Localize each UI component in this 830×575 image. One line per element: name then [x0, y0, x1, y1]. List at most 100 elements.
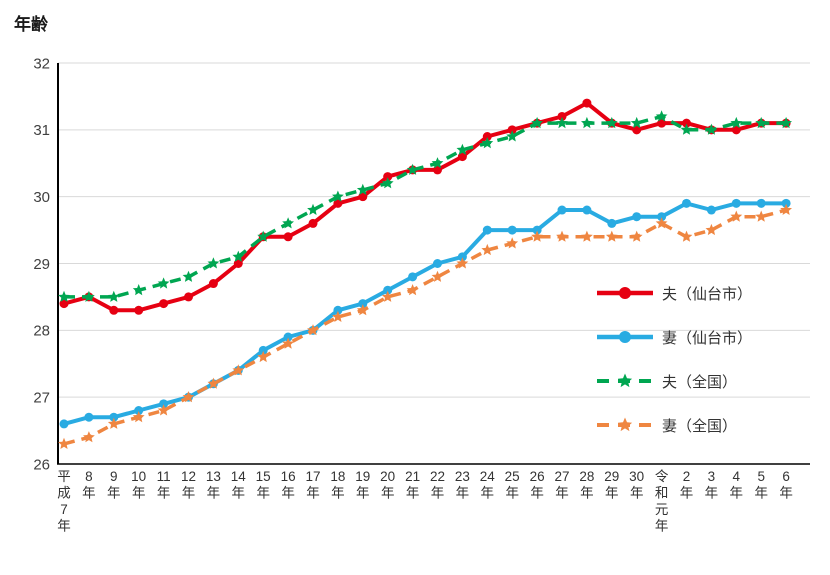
data-point-wife-national	[531, 230, 543, 242]
data-point-wife-national	[406, 284, 419, 296]
data-point-wife-national	[780, 203, 792, 215]
legend-swatch-husband-national-icon	[597, 373, 653, 388]
x-tick-label: 28 年	[579, 469, 594, 501]
data-point-wife-sendai	[781, 198, 791, 208]
y-tick-label: 28	[33, 323, 50, 340]
y-tick-label: 30	[33, 189, 50, 206]
x-tick-label: 23 年	[455, 469, 470, 501]
data-point-husband-national	[157, 277, 170, 289]
data-point-wife-national	[680, 230, 693, 242]
data-point-husband-sendai	[632, 125, 642, 135]
data-point-wife-sendai	[408, 272, 418, 282]
y-tick-label: 27	[33, 389, 50, 406]
x-tick-label: 10 年	[131, 469, 146, 501]
data-point-wife-sendai	[682, 198, 691, 208]
data-point-wife-sendai	[482, 225, 492, 235]
legend-swatch-husband-sendai-icon	[597, 287, 653, 299]
data-point-husband-national	[655, 110, 668, 122]
data-point-husband-sendai	[383, 172, 393, 182]
data-point-husband-sendai	[657, 118, 667, 128]
data-point-husband-sendai	[682, 118, 691, 128]
data-point-wife-sendai	[433, 259, 442, 268]
x-tick-label: 18 年	[330, 469, 345, 501]
data-point-wife-national	[630, 230, 643, 242]
data-point-husband-sendai	[333, 198, 343, 208]
data-point-husband-sendai	[308, 218, 318, 228]
data-point-wife-sendai	[607, 218, 617, 228]
data-point-husband-sendai	[233, 259, 243, 268]
series-line-wife-national	[63, 208, 787, 446]
data-point-wife-sendai	[657, 212, 667, 222]
legend-item-wife-sendai: 妻（仙台市）	[596, 323, 752, 351]
data-point-husband-national	[182, 270, 195, 282]
data-point-wife-sendai	[706, 205, 716, 215]
data-point-husband-national	[680, 123, 693, 135]
data-point-husband-national	[332, 190, 344, 202]
x-tick-label: 15 年	[256, 469, 271, 501]
x-axis-labels: 平成 7 年 8 年 9 年 10 年 11 年 12 年 13 年 14 年 15 年 16 年 17 年 18 年 19 年 20…	[57, 469, 793, 534]
x-tick-label: 30 年	[629, 469, 644, 501]
data-point-husband-national	[307, 203, 319, 215]
data-point-wife-national	[182, 391, 195, 403]
data-point-husband-national	[282, 217, 294, 229]
x-tick-label: 12 年	[181, 469, 196, 501]
x-tick-label: 14 年	[231, 469, 247, 501]
legend-label: 夫（全国）	[662, 373, 738, 391]
data-point-wife-national	[481, 243, 494, 256]
data-point-wife-sendai	[582, 205, 592, 215]
x-tick-label: 16 年	[281, 469, 296, 501]
data-point-wife-sendai	[457, 252, 467, 262]
data-point-husband-national	[132, 284, 145, 296]
legend-item-wife-national: 妻（全国）	[596, 411, 752, 439]
data-point-husband-sendai	[59, 299, 69, 309]
chart-title: 年齢	[14, 15, 48, 34]
data-point-wife-national	[107, 417, 120, 429]
data-point-husband-sendai	[557, 111, 567, 121]
x-tick-label: 21 年	[405, 469, 420, 501]
data-point-wife-sendai	[756, 198, 766, 208]
data-point-wife-national	[332, 310, 344, 322]
data-point-husband-national	[755, 116, 768, 129]
data-point-husband-national	[705, 123, 718, 135]
x-tick-label: 27 年	[554, 469, 569, 501]
data-point-wife-sendai	[134, 406, 144, 416]
legend: 夫（仙台市） 妻（仙台市） 夫（全国） 妻（全国）	[596, 279, 752, 439]
data-point-wife-sendai	[557, 205, 567, 215]
data-point-wife-national	[431, 270, 444, 282]
data-point-husband-national	[107, 290, 120, 302]
x-tick-label: 22 年	[430, 469, 445, 501]
legend-item-husband-sendai: 夫（仙台市）	[596, 279, 752, 307]
data-point-husband-national	[556, 116, 568, 129]
data-point-husband-national	[83, 290, 95, 302]
data-point-wife-sendai	[383, 285, 393, 295]
legend-label: 夫（仙台市）	[662, 285, 753, 303]
y-tick-label: 26	[33, 456, 50, 473]
x-tick-label: 26 年	[530, 469, 545, 501]
legend-swatch-wife-sendai-icon	[597, 331, 653, 343]
data-point-husband-sendai	[184, 292, 193, 302]
data-point-husband-sendai	[134, 305, 144, 315]
x-tick-label: 令和元年	[655, 469, 669, 534]
data-point-wife-national	[705, 223, 718, 236]
data-point-husband-national	[381, 177, 394, 189]
data-point-husband-national	[630, 116, 643, 129]
data-point-husband-national	[531, 116, 543, 129]
data-point-wife-national	[655, 217, 668, 229]
data-point-wife-sendai	[109, 412, 119, 422]
data-point-wife-national	[356, 304, 369, 316]
data-point-husband-national	[58, 290, 70, 302]
data-point-husband-national	[257, 230, 270, 242]
data-point-husband-national	[780, 116, 792, 129]
y-tick-label: 29	[33, 256, 50, 273]
legend-label: 妻（仙台市）	[662, 329, 753, 347]
data-point-wife-national	[132, 411, 145, 423]
data-point-husband-national	[730, 116, 743, 129]
data-point-wife-national	[257, 350, 270, 363]
